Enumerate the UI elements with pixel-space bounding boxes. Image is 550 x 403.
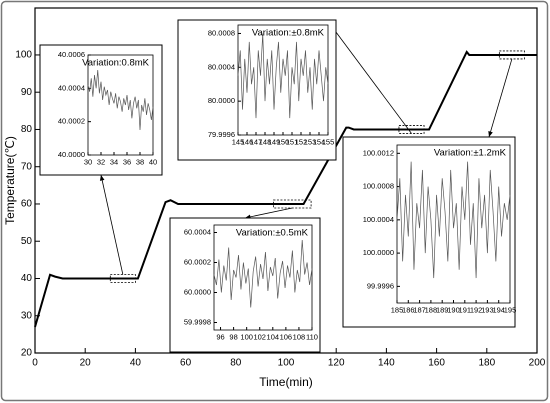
plot-frame [87,54,154,156]
x-tick-label: 36 [123,157,131,166]
x-tick-label: 193 [481,305,494,314]
y-tick-label: 100.0000 [363,248,394,257]
zoom-arrow [488,58,513,138]
y-tick-label: 30 [21,310,33,321]
y-tick-label: 70 [21,161,33,172]
x-tick-label: 80 [230,358,242,369]
x-tick-label: 40 [149,157,157,166]
x-tick-label: 160 [428,358,445,369]
x-tick-label: 152 [295,137,308,146]
y-tick-label: 60 [21,199,33,210]
x-tick-label: 100 [278,358,295,369]
annotation: Variation:±1.2mK [434,148,507,159]
x-tick-label: 191 [459,305,472,314]
data-line [34,50,537,328]
y-tick-label: 100.0008 [363,182,394,191]
x-tick-label: 110 [306,332,318,341]
y-tick-label: 60.0000 [184,287,211,296]
y-axis-label: Temperature(℃) [3,136,17,225]
x-tick-label: 140 [378,358,395,369]
y-tick-label: 60.0004 [184,227,211,236]
y-tick-label: 99.9996 [367,281,394,290]
arrow-head [99,175,105,181]
x-tick-label: 200 [529,358,546,369]
annotation: Variation:±0.5mK [236,228,309,239]
x-tick-label: 192 [470,305,483,314]
x-tick-label: 153 [304,137,317,146]
y-tick-label: 40.0002 [58,117,85,126]
x-tick-label: 188 [425,305,438,314]
x-tick-label: 104 [267,332,280,341]
x-tick-label: 32 [97,157,105,166]
x-tick-label: 150 [277,137,290,146]
data-line [87,69,154,131]
x-tick-label: 155 [322,137,335,146]
y-tick-label: 90 [21,87,33,98]
y-tick-label: 40.0000 [58,150,85,159]
x-tick-label: 108 [293,332,306,341]
x-tick-label: 147 [250,137,263,146]
x-tick-label: 149 [268,137,281,146]
y-tick-label: 100 [15,50,32,61]
x-tick-label: 100 [240,332,253,341]
x-tick-label: 38 [136,157,144,166]
annotation: Variation:±0.8mK [252,28,325,39]
x-tick-label: 187 [413,305,426,314]
x-tick-label: 146 [241,137,254,146]
x-tick-label: 190 [447,305,460,314]
zoom-arrow [244,207,293,219]
zoom-arrow [326,19,412,134]
y-tick-label: 60.0002 [184,257,211,266]
x-tick-label: 154 [313,137,326,146]
x-tick-label: 185 [391,305,404,314]
x-tick-label: 30 [84,157,92,166]
y-tick-label: 59.9998 [184,317,211,326]
x-tick-label: 102 [253,332,266,341]
x-tick-label: 186 [402,305,415,314]
zoom-arrow [100,174,124,275]
x-tick-label: 20 [80,358,92,369]
x-tick-label: 34 [110,157,118,166]
x-tick-label: 194 [492,305,505,314]
data-line [396,161,511,279]
x-tick-label: 145 [232,137,245,146]
x-tick-label: 96 [216,332,224,341]
data-line [237,33,329,119]
y-tick-label: 79.9996 [208,130,235,139]
zoom-box [109,274,136,283]
zoom-box [273,199,312,209]
data-line [213,239,313,308]
y-tick-label: 80.0008 [208,28,235,37]
x-tick-label: 60 [180,358,192,369]
x-axis-label: Time(min) [259,375,313,389]
y-tick-label: 100.0012 [363,148,394,157]
x-tick-label: 151 [286,137,299,146]
y-tick-label: 40.0004 [58,83,85,92]
x-tick-label: 189 [436,305,449,314]
y-tick-label: 80.0000 [208,96,235,105]
x-tick-label: 120 [328,358,345,369]
x-tick-label: 40 [130,358,142,369]
x-tick-label: 195 [504,305,517,314]
arrow-head [488,131,493,137]
annotation: Variation:0.8mK [82,58,150,69]
inset-frame [342,136,516,328]
y-tick-label: 50 [21,236,33,247]
y-tick-label: 40 [21,273,33,284]
plot-frame [213,224,313,331]
x-tick-label: 98 [229,332,237,341]
x-tick-label: 106 [280,332,293,341]
x-tick-label: 148 [259,137,272,146]
y-tick-label: 40.0006 [58,50,85,59]
y-tick-label: 20 [21,348,33,359]
y-tick-label: 100.0004 [363,215,394,224]
x-tick-label: 0 [32,358,38,369]
y-tick-label: 80.0004 [208,62,235,71]
y-tick-label: 80 [21,124,33,135]
x-tick-label: 180 [478,358,495,369]
